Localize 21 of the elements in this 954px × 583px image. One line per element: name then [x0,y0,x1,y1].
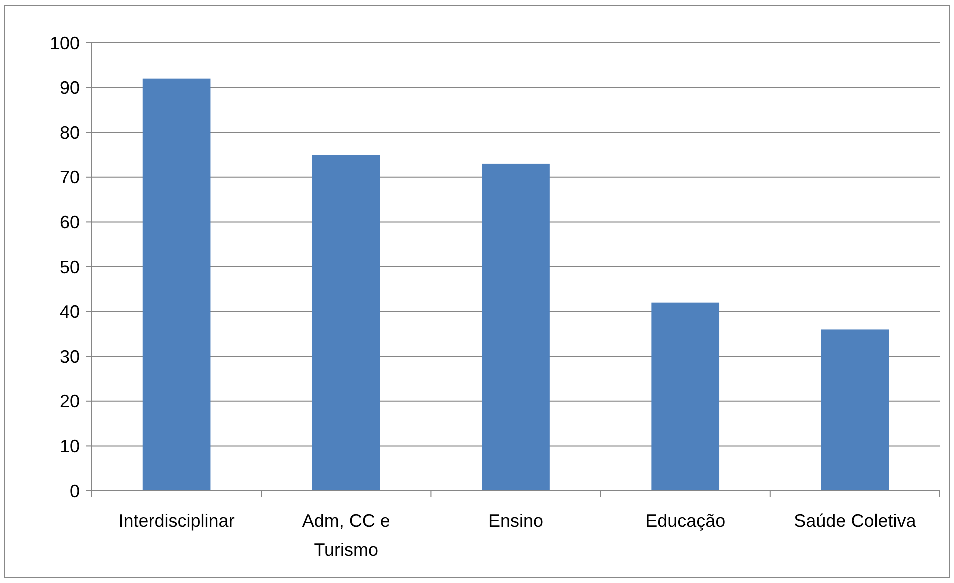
y-tick-label: 40 [60,302,80,322]
y-tick-label: 0 [70,481,80,502]
x-tick-label: Adm, CC e Turismo [302,511,390,560]
y-tick-label: 100 [50,33,80,54]
bar [482,164,550,491]
bar [652,302,720,491]
y-tick-label: 30 [60,346,80,367]
bar [142,78,211,491]
x-tick-label: Ensino [488,511,544,531]
y-tick-label: 80 [60,122,80,143]
x-tick-label: Saúde Coletiva [794,511,918,531]
y-tick-label: 90 [60,78,80,98]
x-tick-label: Educação [646,511,726,531]
x-tick-label: Interdisciplinar [118,511,235,531]
y-tick-label: 60 [60,212,80,232]
bar [821,330,890,491]
bar [312,155,380,491]
y-tick-label: 50 [60,257,80,278]
y-tick-label: 20 [60,392,80,412]
y-tick-label: 70 [60,168,80,188]
y-tick-label: 10 [60,436,80,456]
